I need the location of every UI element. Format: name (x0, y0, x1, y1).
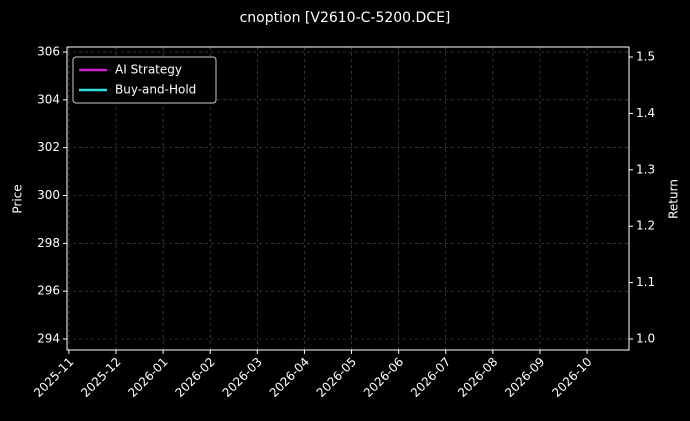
x-tick-label: 2026-02 (172, 355, 217, 400)
y-tick-label: 302 (37, 140, 60, 154)
y-tick-label: 296 (37, 284, 60, 298)
x-tick-label: 2026-08 (455, 355, 500, 400)
y2-tick-label: 1.4 (636, 106, 655, 120)
x-tick-label: 2025-11 (31, 355, 76, 400)
y-tick-label: 294 (37, 331, 60, 345)
y2-tick-label: 1.3 (636, 162, 655, 176)
y2-tick-label: 1.1 (636, 275, 655, 289)
x-tick-label: 2026-03 (220, 355, 265, 400)
x-tick-label: 2026-01 (125, 355, 170, 400)
y-tick-label: 300 (37, 188, 60, 202)
y2-axis-label: Return (667, 179, 681, 219)
x-tick-label: 2026-04 (267, 355, 312, 400)
y-tick-label: 304 (37, 92, 60, 106)
legend-box (72, 56, 217, 104)
y2-tick-label: 1.2 (636, 219, 655, 233)
y-tick-label: 298 (37, 236, 60, 250)
x-tick-label: 2026-07 (408, 355, 453, 400)
chart-title: cnoption [V2610-C-5200.DCE] (240, 10, 451, 26)
x-tick-label: 2026-05 (314, 355, 359, 400)
x-tick-label: 2026-09 (502, 355, 547, 400)
y-tick-label: 306 (37, 45, 60, 59)
plot-frame (66, 46, 630, 351)
legend-label: Buy-and-Hold (115, 83, 196, 97)
x-tick-label: 2026-06 (361, 355, 406, 400)
legend-label: AI Strategy (115, 63, 182, 77)
y2-tick-label: 1.0 (636, 332, 655, 346)
x-tick-label: 2026-10 (549, 355, 594, 400)
y-axis-label: Price (11, 184, 25, 213)
x-tick-label: 2025-12 (78, 355, 123, 400)
y2-tick-label: 1.5 (636, 49, 655, 63)
